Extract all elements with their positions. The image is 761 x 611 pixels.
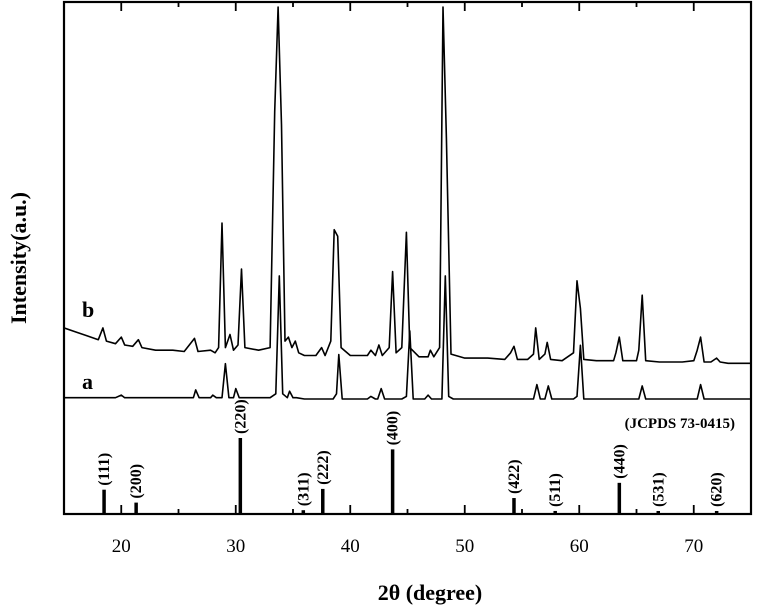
reference-hkl-label-4: (222) — [315, 450, 332, 485]
series-line-b — [64, 6, 751, 365]
series-label-b: b — [82, 297, 94, 322]
x-tick-label-70: 70 — [684, 536, 703, 557]
y-axis-label: Intensity(a.u.) — [6, 192, 31, 324]
series-line-a — [64, 275, 751, 400]
xrd-curves — [64, 6, 751, 400]
x-tick-label-60: 60 — [570, 536, 589, 557]
reference-hkl-label-2: (220) — [232, 399, 249, 434]
reference-hkl-label-5: (400) — [385, 411, 402, 446]
reference-bars: (111) (200) (220) (311)(222) (400) (422) (511)… — [96, 399, 726, 514]
reference-hkl-label-1: (200) — [128, 464, 145, 499]
series-label-a: a — [82, 369, 93, 394]
reference-hkl-label-10: (620) — [709, 472, 726, 507]
x-axis-label: 2θ (degree) — [378, 580, 483, 605]
reference-hkl-label-7: (511) — [547, 473, 564, 507]
reference-hkl-label-6: (422) — [506, 459, 523, 494]
x-tick-label-30: 30 — [226, 536, 245, 557]
reference-hkl-label-3: (311) — [295, 472, 312, 506]
x-tick-label-20: 20 — [112, 536, 131, 557]
reference-hkl-label-8: (440) — [611, 444, 628, 479]
reference-card-label: (JCPDS 73-0415) — [625, 416, 735, 432]
reference-hkl-label-0: (111) — [96, 453, 113, 486]
x-axis-ticks: 20 30 40 50 60 70 — [63, 2, 752, 557]
reference-hkl-label-9: (531) — [650, 472, 667, 507]
x-tick-label-40: 40 — [341, 536, 360, 557]
x-tick-label-50: 50 — [455, 536, 474, 557]
